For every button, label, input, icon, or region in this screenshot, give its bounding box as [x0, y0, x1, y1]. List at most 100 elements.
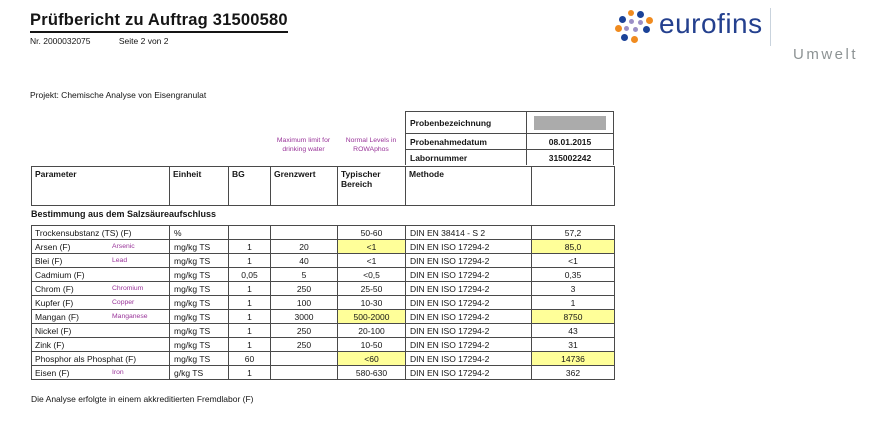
project-line: Projekt: Chemische Analyse von Eisengran… [30, 90, 207, 100]
grenzwert-cell: 100 [270, 295, 338, 310]
typisch-cell: <60 [337, 351, 406, 366]
wert-cell: 31 [531, 337, 615, 352]
sample-info-label: Probenahmedatum [406, 134, 527, 149]
bg-cell: 0,05 [228, 267, 271, 282]
page-title: Prüfbericht zu Auftrag 31500580 [30, 11, 288, 33]
table-row: Arsen (F) Arsenic mg/kg TS 1 20 <1 DIN EN ISO … [31, 239, 615, 254]
param-name: Blei (F) [35, 255, 63, 266]
grenzwert-cell: 250 [270, 281, 338, 296]
bg-cell [228, 225, 271, 240]
sample-info-row: Labornummer 315002242 [406, 150, 613, 165]
grenzwert-annotation: Maximum limit for drinking water [276, 137, 331, 154]
param-cell: Arsen (F) Arsenic [31, 239, 170, 254]
col-header-typischer-bereich: Typischer Bereich [337, 166, 406, 206]
einheit-cell: mg/kg TS [169, 295, 229, 310]
table-row: Trockensubstanz (TS) (F)% 50-60 DIN EN 384… [31, 225, 615, 240]
grenzwert-cell: 250 [270, 323, 338, 338]
methode-cell: DIN EN ISO 17294-2 [405, 281, 532, 296]
param-cell: Blei (F) Lead [31, 253, 170, 268]
methode-cell: DIN EN ISO 17294-2 [405, 323, 532, 338]
einheit-cell: % [169, 225, 229, 240]
grenzwert-cell: 3000 [270, 309, 338, 324]
table-row: Zink (F) mg/kg TS 1 250 10-50 DIN EN ISO 1729… [31, 337, 615, 352]
sample-info-label: Labornummer [406, 150, 527, 165]
typisch-cell: 580-630 [337, 365, 406, 380]
sample-info-row: Probenahmedatum 08.01.2015 [406, 134, 613, 150]
param-name: Arsen (F) [35, 241, 71, 252]
methode-cell: DIN EN ISO 17294-2 [405, 337, 532, 352]
report-subtitle: Nr. 2000032075 Seite 2 von 2 [30, 36, 169, 46]
wert-cell: 3 [531, 281, 615, 296]
einheit-cell: mg/kg TS [169, 351, 229, 366]
col-header-methode: Methode [405, 166, 532, 206]
methode-cell: DIN EN ISO 17294-2 [405, 351, 532, 366]
table-row: Cadmium (F) mg/kg TS 0,05 5 <0,5 DIN EN ISO 1… [31, 267, 615, 282]
footer-note: Die Analyse erfolgte in einem akkreditie… [31, 394, 254, 404]
bg-cell: 1 [228, 309, 271, 324]
param-cell: Chrom (F) Chromium [31, 281, 170, 296]
methode-cell: DIN EN ISO 17294-2 [405, 295, 532, 310]
bg-cell: 1 [228, 253, 271, 268]
results-table-header: Parameter Einheit BG Grenzwert Typischer… [31, 166, 615, 206]
wert-cell: 0,35 [531, 267, 615, 282]
param-cell: Nickel (F) [31, 323, 170, 338]
wert-cell: 1 [531, 295, 615, 310]
param-cell: Eisen (F) Iron [31, 365, 170, 380]
param-annotation: Iron [112, 368, 124, 376]
wert-cell: 43 [531, 323, 615, 338]
bg-cell: 1 [228, 281, 271, 296]
grenzwert-cell [270, 351, 338, 366]
einheit-cell: mg/kg TS [169, 309, 229, 324]
division-name: Umwelt [793, 46, 859, 63]
param-cell: Mangan (F) Manganese [31, 309, 170, 324]
param-cell: Trockensubstanz (TS) (F) [31, 225, 170, 240]
param-annotation: Copper [112, 298, 135, 306]
einheit-cell: mg/kg TS [169, 337, 229, 352]
sample-info-row: Probenbezeichnung [406, 112, 613, 134]
typisch-cell: 10-50 [337, 337, 406, 352]
bg-cell: 1 [228, 365, 271, 380]
grenzwert-cell [270, 225, 338, 240]
col-header-bg: BG [228, 166, 271, 206]
einheit-cell: g/kg TS [169, 365, 229, 380]
table-row: Nickel (F) mg/kg TS 1 250 20-100 DIN EN ISO 1… [31, 323, 615, 338]
table-row: Kupfer (F) Copper mg/kg TS 1 100 10-30 DIN EN … [31, 295, 615, 310]
grenzwert-cell [270, 365, 338, 380]
bg-cell: 1 [228, 239, 271, 254]
param-annotation: Lead [112, 256, 128, 264]
param-cell: Phosphor als Phosphat (F) [31, 351, 170, 366]
page-indicator: Seite 2 von 2 [118, 36, 169, 46]
typisch-cell: <1 [337, 253, 406, 268]
typisch-cell: 10-30 [337, 295, 406, 310]
param-name: Phosphor als Phosphat (F) [35, 353, 137, 364]
bg-cell: 1 [228, 323, 271, 338]
typisch-cell: 500-2000 [337, 309, 406, 324]
sample-info-value: 08.01.2015 [548, 136, 592, 147]
param-name: Cadmium (F) [35, 269, 85, 280]
param-name: Eisen (F) [35, 367, 70, 378]
wert-cell: <1 [531, 253, 615, 268]
wert-cell: 57,2 [531, 225, 615, 240]
einheit-cell: mg/kg TS [169, 281, 229, 296]
param-cell: Kupfer (F) Copper [31, 295, 170, 310]
einheit-cell: mg/kg TS [169, 253, 229, 268]
brand-name: eurofins [659, 8, 763, 39]
grenzwert-cell: 250 [270, 337, 338, 352]
grenzwert-cell: 5 [270, 267, 338, 282]
report-number: Nr. 2000032075 [30, 36, 91, 46]
table-row: Eisen (F) Iron g/kg TS 1 580-630 DIN EN ISO 1… [31, 365, 615, 380]
param-cell: Cadmium (F) [31, 267, 170, 282]
wert-cell: 8750 [531, 309, 615, 324]
typisch-cell: 25-50 [337, 281, 406, 296]
bg-cell: 60 [228, 351, 271, 366]
param-name: Chrom (F) [35, 283, 74, 294]
grenzwert-cell: 40 [270, 253, 338, 268]
param-annotation: Manganese [112, 312, 148, 320]
param-cell: Zink (F) [31, 337, 170, 352]
bg-cell: 1 [228, 295, 271, 310]
col-header-parameter: Parameter [31, 166, 170, 206]
methode-cell: DIN EN ISO 17294-2 [405, 239, 532, 254]
table-row: Blei (F) Lead mg/kg TS 1 40 <1 DIN EN ISO 1729… [31, 253, 615, 268]
param-name: Mangan (F) [35, 311, 79, 322]
